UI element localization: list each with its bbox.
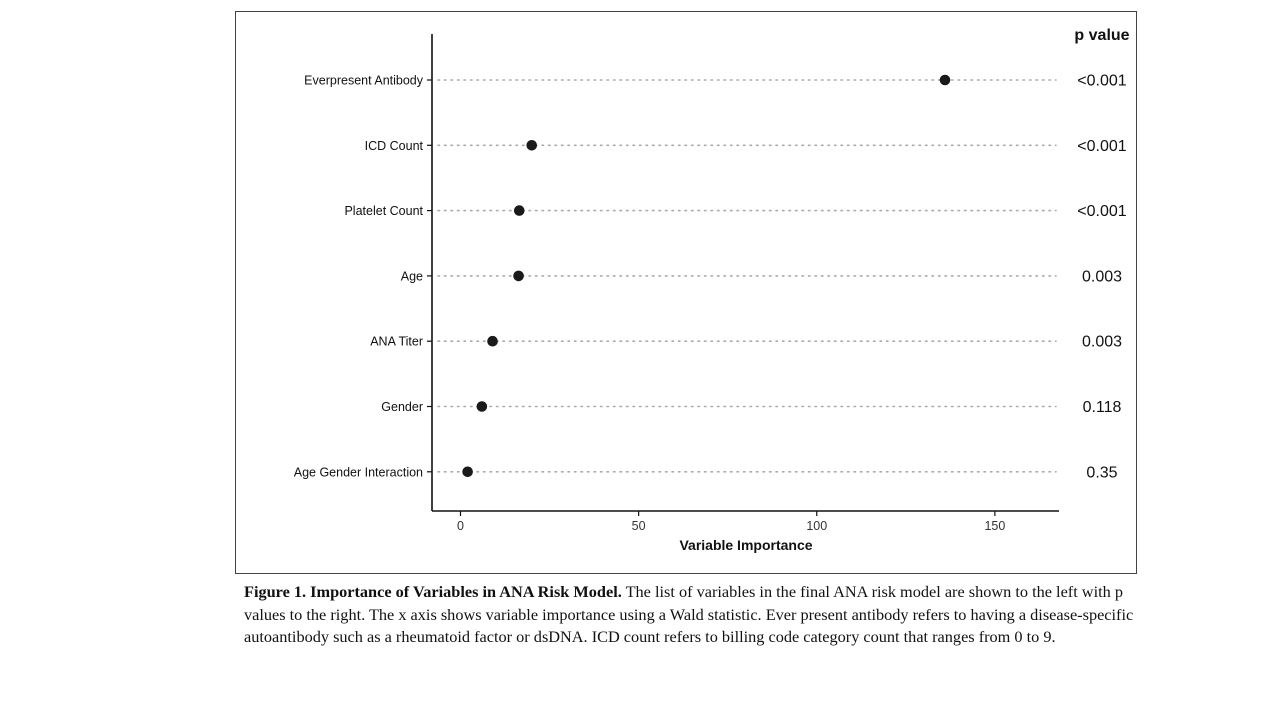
category-label: Gender (381, 400, 423, 414)
category-label: Platelet Count (344, 204, 423, 218)
data-point (526, 140, 538, 151)
figure-caption: Figure 1. Importance of Variables in ANA… (244, 581, 1134, 649)
x-tick-label: 50 (632, 519, 646, 533)
axes (431, 34, 1059, 512)
data-point (939, 74, 951, 86)
category-label: Age (401, 269, 423, 283)
category-label: ANA Titer (370, 335, 423, 349)
p-value-label: 0.003 (1082, 334, 1122, 351)
p-value-labels: <0.001 <0.001 <0.001 0.003 0.003 0.118 0.35 (1077, 73, 1126, 482)
data-point (476, 401, 488, 412)
category-label: ICD Count (365, 139, 424, 153)
x-ticks: 0 50 100 150 (457, 511, 1005, 533)
x-tick-label: 100 (806, 519, 827, 533)
caption-title: Figure 1. Importance of Variables in ANA… (244, 582, 622, 601)
data-point (513, 270, 524, 282)
category-label: Everpresent Antibody (304, 74, 424, 88)
p-value-label: <0.001 (1077, 138, 1126, 155)
guide-lines (437, 79, 1057, 473)
data-point (487, 335, 498, 347)
caption-text: The list of variables in the final ANA r… (244, 582, 1134, 646)
x-axis-title: Variable Importance (679, 537, 812, 553)
variable-importance-chart: Everpresent Antibody ICD Count Platelet Co… (294, 27, 1130, 553)
p-value-header: p value (1074, 27, 1129, 44)
p-value-label: <0.001 (1077, 73, 1126, 90)
data-point (462, 466, 473, 478)
p-value-label: 0.118 (1083, 399, 1122, 416)
p-value-label: 0.35 (1086, 464, 1117, 481)
category-labels: Everpresent Antibody ICD Count Platelet Co… (294, 74, 432, 479)
p-value-label: <0.001 (1077, 203, 1126, 220)
p-value-label: 0.003 (1082, 268, 1122, 285)
figure-frame: Everpresent Antibody ICD Count Platelet Co… (235, 11, 1137, 574)
x-tick-label: 0 (457, 519, 464, 533)
x-tick-label: 150 (984, 519, 1005, 533)
data-points (462, 74, 951, 478)
data-point (513, 205, 525, 216)
category-label: Age Gender Interaction (294, 465, 423, 479)
